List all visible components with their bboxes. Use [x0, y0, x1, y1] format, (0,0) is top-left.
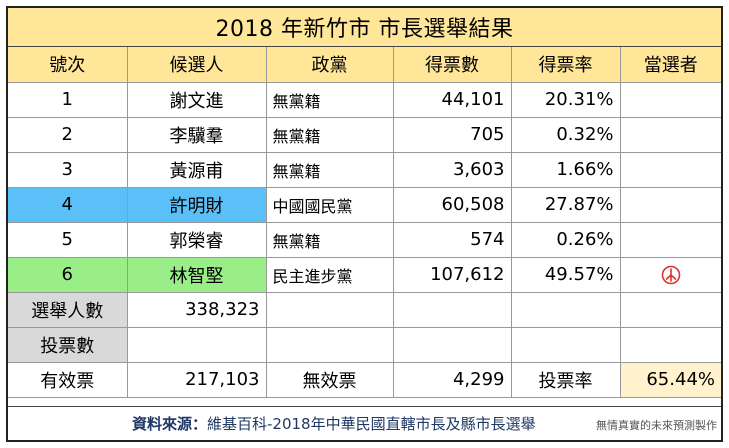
valid-value: 217,103 [126, 361, 267, 398]
candidate-number: 1 [8, 81, 128, 118]
candidate-party: 中國國民黨 [265, 186, 394, 223]
turnout-value: 65.44% [619, 361, 721, 398]
candidate-winner-cell [619, 221, 721, 258]
empty-cell [619, 326, 721, 363]
empty-cell [619, 291, 721, 328]
summary-row-valid: 有效票 217,103 無效票 4,299 投票率 65.44% [8, 361, 721, 398]
turnout-label: 投票率 [510, 361, 621, 398]
page-title: 2018 年新竹市 市長選舉結果 [8, 8, 721, 47]
footer: 資料來源：維基百科-2018年中華民國直轄市長及縣市長選舉 無情真實的未來預測製… [8, 406, 721, 440]
table-row: 1 謝文進 無黨籍 44,101 20.31% [8, 81, 721, 118]
header-rate: 得票率 [510, 47, 621, 83]
table-row: 4 許明財 中國國民黨 60,508 27.87% [8, 186, 721, 223]
summary-row-electorate: 選舉人數 338,323 [8, 291, 721, 328]
ballots-label: 投票數 [8, 326, 128, 363]
header-party: 政黨 [265, 47, 394, 83]
candidate-rate: 0.32% [510, 116, 621, 153]
empty-cell [392, 326, 512, 363]
empty-cell [265, 291, 394, 328]
table-row: 2 李驥羣 無黨籍 705 0.32% [8, 116, 721, 153]
header-candidate: 候選人 [126, 47, 267, 83]
candidate-party: 民主進步黨 [265, 256, 394, 293]
table-row: 3 黃源甫 無黨籍 3,603 1.66% [8, 151, 721, 188]
candidate-rate: 20.31% [510, 81, 621, 118]
candidate-winner-cell [619, 256, 721, 293]
candidate-votes: 44,101 [392, 81, 512, 118]
candidate-number: 2 [8, 116, 128, 153]
candidate-name: 林智堅 [126, 256, 267, 293]
candidate-votes: 60,508 [392, 186, 512, 223]
valid-label: 有效票 [8, 361, 128, 398]
candidate-rate: 0.26% [510, 221, 621, 258]
table-row: 6 林智堅 民主進步黨 107,612 49.57% [8, 256, 721, 293]
electorate-label: 選舉人數 [8, 291, 128, 328]
candidate-votes: 107,612 [392, 256, 512, 293]
candidate-rate: 49.57% [510, 256, 621, 293]
candidate-number: 5 [8, 221, 128, 258]
candidate-votes: 3,603 [392, 151, 512, 188]
candidate-name: 李驥羣 [126, 116, 267, 153]
invalid-label: 無效票 [265, 361, 394, 398]
header-winner: 當選者 [619, 47, 721, 83]
candidate-party: 無黨籍 [265, 221, 394, 258]
candidate-party: 無黨籍 [265, 116, 394, 153]
empty-cell [510, 291, 621, 328]
candidate-winner-cell [619, 151, 721, 188]
candidate-number: 6 [8, 256, 128, 293]
table-header-row: 號次 候選人 政黨 得票數 得票率 當選者 [8, 47, 721, 83]
candidate-name: 謝文進 [126, 81, 267, 118]
candidate-votes: 574 [392, 221, 512, 258]
source-line: 資料來源：維基百科-2018年中華民國直轄市長及縣市長選舉 [132, 413, 536, 434]
empty-cell [265, 326, 394, 363]
candidate-party: 無黨籍 [265, 81, 394, 118]
candidate-name: 許明財 [126, 186, 267, 223]
candidate-name: 郭榮睿 [126, 221, 267, 258]
results-table: 號次 候選人 政黨 得票數 得票率 當選者 1 謝文進 無黨籍 44,101 2… [8, 47, 721, 398]
candidate-party: 無黨籍 [265, 151, 394, 188]
empty-cell [392, 291, 512, 328]
summary-row-ballots: 投票數 [8, 326, 721, 363]
candidate-winner-cell [619, 186, 721, 223]
candidate-rate: 1.66% [510, 151, 621, 188]
ballots-value [126, 326, 267, 363]
results-panel: 2018 年新竹市 市長選舉結果 號次 候選人 政黨 得票數 得票率 當選者 1… [6, 6, 723, 442]
candidate-winner-cell [619, 81, 721, 118]
candidate-name: 黃源甫 [126, 151, 267, 188]
elected-stamp-icon [661, 265, 681, 285]
source-label: 資料來源： [132, 415, 208, 433]
header-number: 號次 [8, 47, 128, 83]
table-row: 5 郭榮睿 無黨籍 574 0.26% [8, 221, 721, 258]
invalid-value: 4,299 [392, 361, 512, 398]
candidate-number: 3 [8, 151, 128, 188]
credit-note: 無情真實的未來預測製作 [596, 419, 717, 432]
source-text: 維基百科-2018年中華民國直轄市長及縣市長選舉 [207, 415, 536, 433]
header-votes: 得票數 [392, 47, 512, 83]
candidate-rate: 27.87% [510, 186, 621, 223]
candidate-winner-cell [619, 116, 721, 153]
candidate-votes: 705 [392, 116, 512, 153]
candidate-number: 4 [8, 186, 128, 223]
electorate-value: 338,323 [126, 291, 267, 328]
empty-cell [510, 326, 621, 363]
